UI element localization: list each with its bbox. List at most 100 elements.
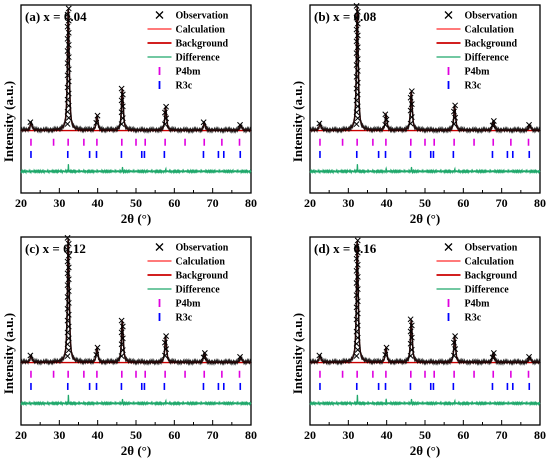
observation-point (407, 328, 414, 335)
x-tick-label: 70 (496, 196, 508, 210)
observation-point (64, 96, 71, 103)
legend-observation-marker (155, 11, 164, 19)
observation-point (354, 334, 361, 341)
x-axis-title: 2θ (°) (410, 211, 440, 226)
x-tick-label: 80 (245, 428, 257, 442)
observation-point (490, 349, 497, 356)
legend-difference-label: Difference (176, 53, 221, 64)
observation-series (20, 5, 252, 134)
x-tick-label: 40 (92, 428, 104, 442)
observation-point (65, 54, 72, 61)
observation-point (354, 8, 361, 15)
observation-point (64, 246, 71, 253)
observation-point (407, 352, 414, 359)
observation-point (354, 273, 361, 280)
observation-point (94, 112, 101, 119)
observation-point (353, 255, 360, 262)
observation-point (353, 316, 360, 323)
observation-point (118, 109, 125, 116)
observation-point (353, 97, 360, 104)
observation-point (64, 11, 71, 18)
x-tick-label: 70 (496, 428, 508, 442)
observation-point (65, 240, 72, 247)
observation-point (353, 121, 360, 128)
observation-point (382, 111, 389, 118)
legend-observation-label: Observation (465, 11, 518, 22)
observation-point (383, 344, 390, 351)
legend-difference-label: Difference (465, 53, 510, 64)
x-tick-label: 80 (534, 196, 546, 210)
observation-point (407, 340, 414, 347)
observation-point (201, 349, 208, 356)
observation-series (309, 2, 541, 134)
observation-point (64, 108, 71, 115)
observation-point (237, 121, 244, 128)
legend-p4bm-label: P4bm (176, 67, 202, 78)
observation-point (119, 115, 126, 122)
observation-point (354, 261, 361, 268)
chart-panel-4: 20 30 40 50 60 70 80 2θ (°) Intensity (a.u.) (d) … (290, 236, 546, 458)
observation-point (64, 353, 71, 360)
legend-p4bm-label: P4bm (465, 67, 491, 78)
observation-point (408, 322, 415, 329)
x-tick-label: 50 (130, 428, 142, 442)
observation-point (118, 353, 125, 360)
x-tick-label: 20 (15, 196, 27, 210)
y-axis-title: Intensity (a.u.) (290, 81, 305, 162)
y-axis-title: Intensity (a.u.) (1, 313, 16, 394)
legend-calculation-label: Calculation (465, 257, 515, 268)
observation-point (450, 339, 457, 346)
observation-point (452, 333, 459, 340)
legend: Observation Calculation Background Differen… (436, 243, 518, 324)
observation-point (354, 44, 361, 51)
x-tick-label: 60 (457, 196, 469, 210)
observation-point (353, 50, 360, 57)
x-tick-label: 40 (381, 196, 393, 210)
observation-point (353, 328, 360, 335)
x-tick-label: 70 (207, 428, 219, 442)
observation-point (119, 347, 126, 354)
observation-point (163, 333, 170, 340)
legend-p4bm-label: P4bm (176, 299, 202, 310)
x-axis-title: 2θ (°) (410, 443, 440, 458)
panel-label: (a) x = 0.04 (25, 9, 87, 24)
observation-point (354, 79, 361, 86)
difference-line (20, 394, 252, 407)
observation-point (353, 2, 360, 9)
observation-point (354, 298, 361, 305)
observation-point (408, 101, 415, 108)
observation-point (163, 115, 170, 122)
observation-point (65, 66, 72, 73)
observation-point (64, 60, 71, 67)
observation-series (20, 234, 252, 366)
observation-trace (20, 238, 252, 366)
difference-line (309, 164, 541, 175)
observation-point (200, 354, 207, 361)
observation-point (65, 114, 72, 121)
observation-point (408, 346, 415, 353)
observation-point (354, 249, 361, 256)
observation-point (450, 120, 457, 127)
x-axis-title: 2θ (°) (121, 443, 151, 458)
observation-point (408, 334, 415, 341)
observation-point (354, 103, 361, 110)
observation-point (94, 344, 101, 351)
observation-point (354, 322, 361, 329)
observation-point (407, 316, 414, 323)
observation-point (450, 108, 457, 115)
observation-point (354, 115, 361, 122)
observation-point (316, 352, 323, 359)
observation-point (452, 114, 459, 121)
legend-r3c-label: R3c (176, 81, 193, 92)
x-tick-label: 70 (207, 196, 219, 210)
observation-point (65, 323, 72, 330)
panel-label: (b) x = 0.08 (314, 9, 377, 24)
observation-trace (20, 9, 252, 134)
observation-point (452, 346, 459, 353)
chart-panel-3: 20 30 40 50 60 70 80 2θ (°) Intensity (a.u.) (c) … (1, 234, 257, 458)
observation-point (408, 114, 415, 121)
observation-point (64, 270, 71, 277)
observation-point (161, 352, 168, 359)
legend-p4bm-label: P4bm (465, 299, 491, 310)
